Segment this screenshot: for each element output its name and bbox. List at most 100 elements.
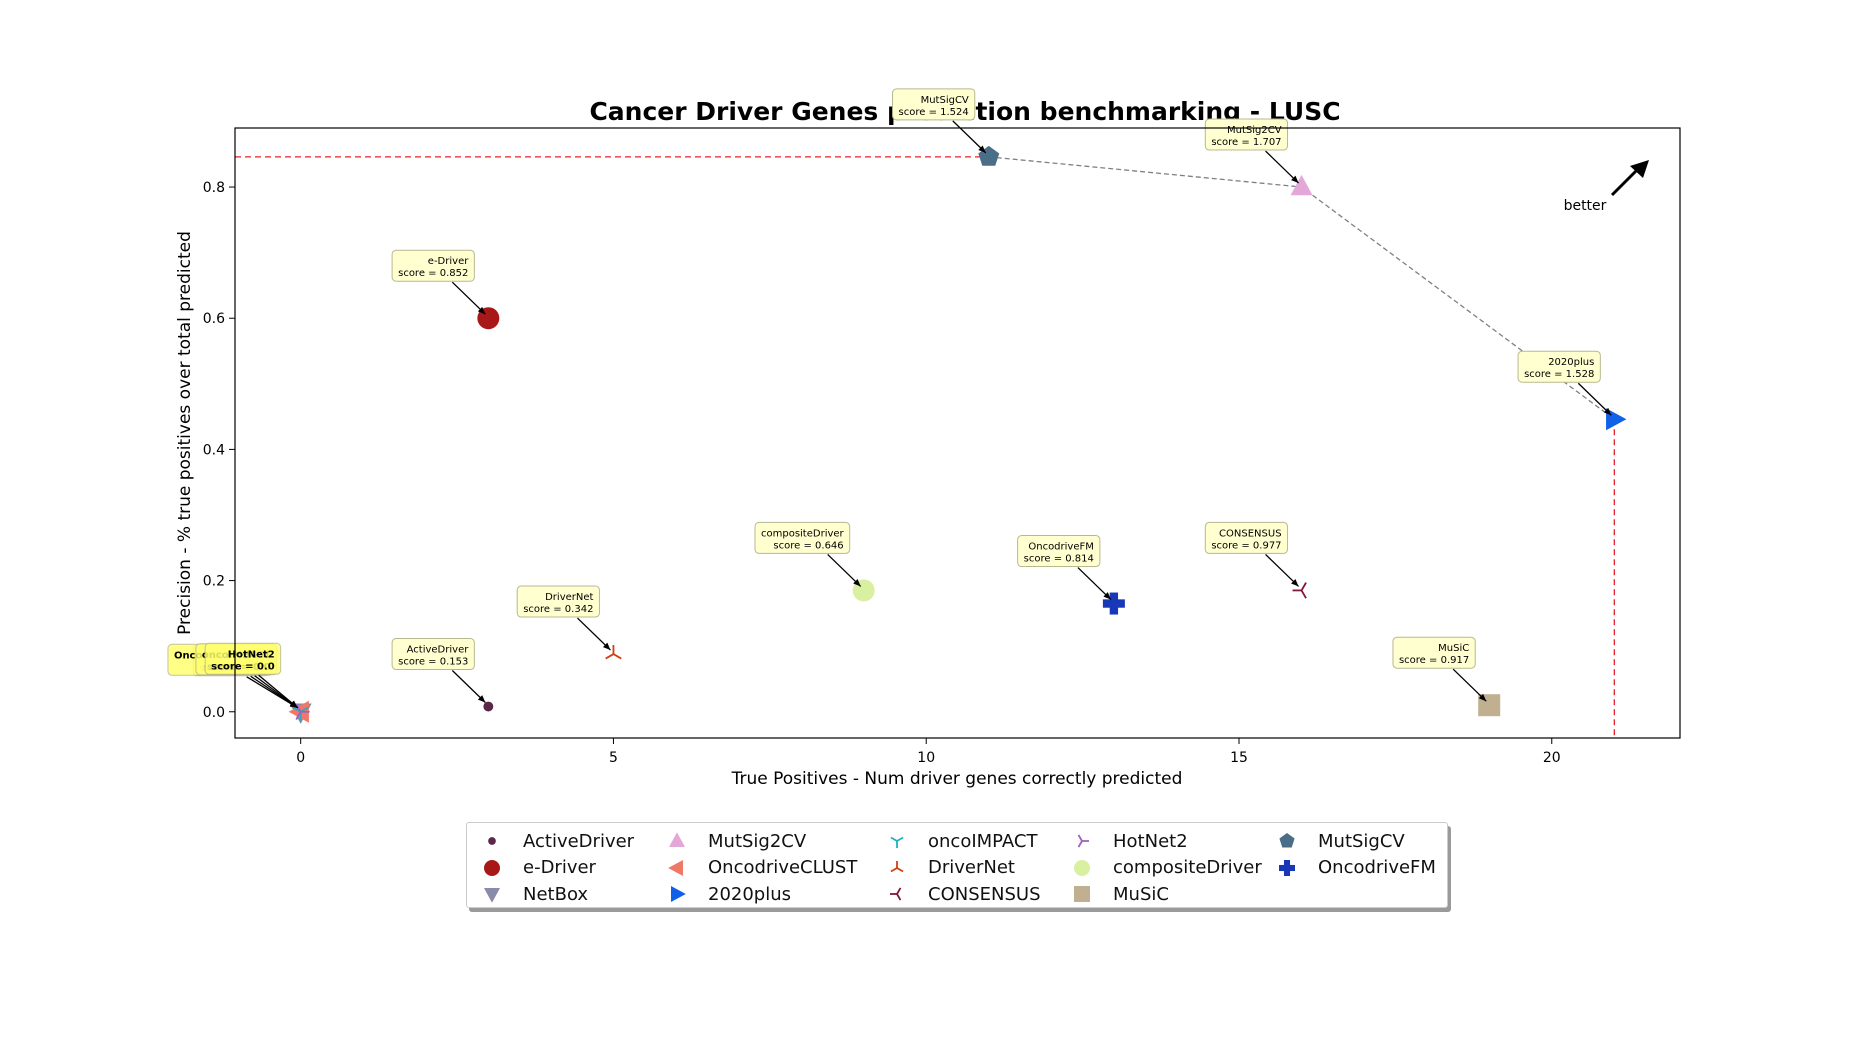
point-OncodriveCLUST (288, 700, 309, 723)
legend-label: OncodriveCLUST (708, 857, 858, 878)
legend-label: DriverNet (928, 857, 1015, 878)
legend-marker (669, 832, 685, 847)
legend-item-HotNet2: HotNet2 (1067, 829, 1188, 853)
legend-item-DriverNet: DriverNet (882, 856, 1015, 880)
legend-marker (1279, 859, 1295, 876)
legend-marker (890, 836, 904, 848)
x-tick-label: 15 (1230, 750, 1248, 766)
legend-item-2020plus: 2020plus (662, 882, 791, 906)
legend-marker-shape (1074, 886, 1090, 902)
legend-label: 2020plus (708, 883, 792, 905)
legend-label: MutSigCV (1318, 830, 1405, 852)
score-label-name: compositeDriver (761, 528, 845, 539)
legend-item-MuSiC: MuSiC (1067, 882, 1169, 906)
score-label-name: ActiveDriver (407, 645, 470, 656)
legend-marker-shape (1077, 834, 1089, 848)
y-axis-ticks: 0.0 0.2 0.4 0.6 0.8 (203, 180, 235, 721)
legend-marker (1077, 834, 1089, 848)
legend-label: e-Driver (523, 857, 596, 878)
legend-item-compositeDriver: compositeDriver (1067, 856, 1262, 880)
legend-item-OncodriveFM: OncodriveFM (1272, 856, 1436, 880)
legend-marker-shape (890, 836, 904, 848)
x-tick-label: 10 (917, 750, 935, 766)
score-label-value: score = 0.917 (1399, 655, 1469, 666)
legend-label: MuSiC (1113, 883, 1169, 905)
score-label-value: score = 0.342 (523, 604, 593, 615)
legend-marker-shape (484, 859, 500, 876)
legend-label: NetBox (523, 883, 589, 905)
legend-item-MutSigCV: MutSigCV (1272, 829, 1405, 853)
legend: ActiveDriver e-Driver NetBox MutSig2CV Oncod… (466, 822, 1448, 908)
legend-marker-shape (890, 860, 904, 872)
point-HotNet2 (295, 703, 310, 721)
legend-marker-shape (669, 832, 685, 847)
score-label-value: score = 0.153 (398, 657, 468, 668)
score-label-value: score = 1.524 (899, 107, 969, 118)
y-axis-label: Precision - % true positives over total … (175, 231, 195, 635)
legend-item-CONSENSUS: CONSENSUS (882, 882, 1041, 906)
x-axis-label: True Positives - Num driver genes correc… (731, 769, 1183, 789)
score-label-value: score = 0.814 (1024, 554, 1094, 565)
legend-label: CONSENSUS (928, 883, 1041, 905)
point-DriverNet (605, 645, 622, 660)
score-label-value: score = 0.977 (1211, 540, 1281, 551)
legend-marker-shape (488, 837, 496, 845)
point-2020plus (1606, 408, 1627, 431)
point-MutSig2CV (1290, 174, 1313, 196)
legend-marker (484, 859, 500, 876)
legend-marker-shape (671, 886, 686, 902)
legend-label: ActiveDriver (523, 830, 635, 852)
y-tick-label: 0.2 (203, 574, 225, 590)
legend-marker (890, 860, 904, 872)
y-tick-label: 0.4 (203, 442, 225, 458)
legend-label: compositeDriver (1113, 857, 1262, 878)
legend-marker-shape (484, 888, 500, 903)
legend-marker-shape (1074, 859, 1090, 876)
legend-item-oncoIMPACT: oncoIMPACT (882, 829, 1037, 853)
legend-marker (1279, 833, 1295, 848)
legend-label: MutSig2CV (708, 830, 807, 852)
score-label-value: score = 1.707 (1211, 137, 1281, 148)
legend-marker (671, 886, 686, 902)
score-label-value: score = 0.646 (773, 540, 843, 551)
score-label-name: DriverNet (545, 592, 593, 603)
x-tick-label: 20 (1543, 750, 1561, 766)
x-tick-label: 5 (609, 750, 618, 766)
score-label-value: score = 0.0 (211, 661, 275, 672)
score-label-name: CONSENSUS (1219, 528, 1282, 539)
legend-marker (1074, 886, 1090, 902)
x-axis-ticks: 0 5 10 15 20 (296, 738, 1561, 766)
score-label-value: score = 0.852 (398, 268, 468, 279)
legend-marker-shape (890, 887, 902, 901)
y-tick-label: 0.0 (203, 705, 225, 721)
better-arrow (1610, 160, 1649, 197)
score-label-name: MutSigCV (921, 95, 969, 106)
legend-marker (1074, 859, 1090, 876)
legend-label: OncodriveFM (1318, 857, 1436, 878)
legend-marker (668, 859, 683, 876)
legend-label: HotNet2 (1113, 830, 1188, 852)
legend-item-e-Driver: e-Driver (477, 856, 596, 880)
y-tick-label: 0.8 (203, 180, 225, 196)
x-tick-label: 0 (296, 750, 305, 766)
legend-marker-shape (668, 859, 683, 876)
legend-label: oncoIMPACT (928, 830, 1038, 852)
score-label-name: MutSig2CV (1227, 125, 1282, 136)
score-label-name: OncodriveFM (1028, 542, 1094, 553)
legend-marker-shape (1279, 859, 1295, 876)
plot-area (234, 127, 1681, 739)
legend-item-MutSig2CV: MutSig2CV (662, 829, 806, 853)
point-OncodriveFM (1102, 592, 1125, 615)
